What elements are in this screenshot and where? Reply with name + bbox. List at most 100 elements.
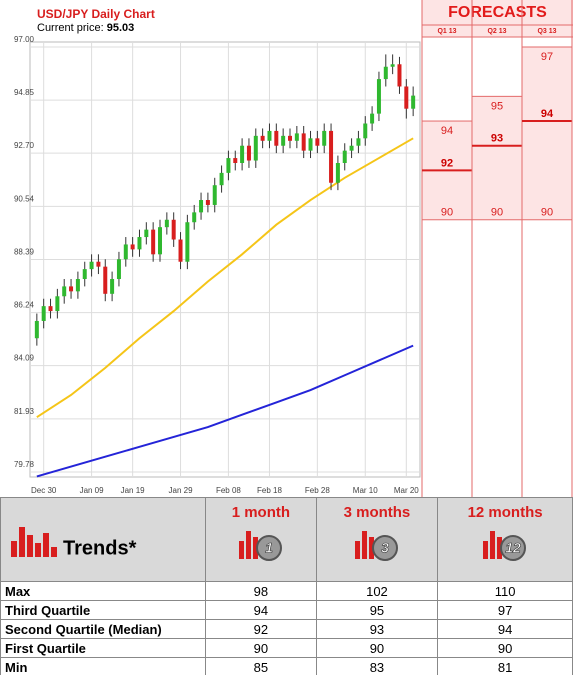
- table-row: Third Quartile 94 95 97: [0, 600, 573, 620]
- candle-body: [34, 320, 39, 339]
- candle-body: [130, 244, 135, 250]
- candle-body: [82, 269, 87, 279]
- candle-body: [383, 66, 388, 80]
- candle-body: [48, 306, 53, 312]
- column-label: 1 month: [231, 504, 291, 521]
- candle-body: [267, 130, 272, 141]
- chart: USD/JPY Daily Chart Current price: 95.03…: [13, 0, 573, 497]
- table-row: Min 85 83 81: [0, 657, 573, 675]
- forecast-low-label: 90: [541, 207, 553, 219]
- row-label: Max: [0, 581, 206, 601]
- candle-body: [246, 145, 251, 161]
- column-header: 1 month 1: [205, 497, 317, 582]
- price-value: 95.03: [107, 22, 135, 34]
- candle-body: [376, 79, 381, 114]
- forecast-median-label: 93: [491, 133, 503, 145]
- column-label: 12 months: [467, 504, 543, 521]
- candle-body: [96, 261, 101, 267]
- candle-body: [226, 158, 231, 173]
- moving-average: [36, 137, 414, 419]
- candle-body: [192, 212, 197, 223]
- candle-body: [123, 244, 128, 260]
- candle-body: [322, 130, 327, 146]
- moving-average: [36, 344, 414, 478]
- candle-body: [335, 162, 340, 183]
- candle-body: [274, 130, 279, 146]
- row-label: First Quartile: [0, 638, 206, 658]
- candle-body: [116, 259, 121, 279]
- candle-body: [137, 237, 142, 250]
- candle-body: [151, 229, 156, 255]
- candle-body: [363, 123, 368, 139]
- table-header: Trends* 1 month 1 3 months 3 12 months 12: [0, 497, 573, 582]
- forecast-header-bg: [422, 0, 573, 37]
- x-tick-label: Jan 19: [121, 486, 146, 495]
- badge-number: 1: [265, 540, 273, 556]
- badge-icon: 1: [238, 531, 282, 561]
- candle-body: [110, 278, 115, 294]
- cell-value: 97: [437, 600, 573, 620]
- cell-value: 92: [205, 619, 317, 639]
- candle-body: [397, 64, 402, 87]
- y-tick-label: 81.93: [14, 407, 35, 416]
- price-caption: Current price:: [37, 22, 104, 34]
- trends-cell: Trends*: [0, 497, 206, 582]
- forecast-high-label: 95: [491, 100, 503, 112]
- badge: 12: [442, 521, 568, 567]
- y-tick-label: 97.00: [14, 35, 35, 44]
- cell-value: 94: [205, 600, 317, 620]
- table-row: Max 98 102 110: [0, 581, 573, 601]
- y-tick-label: 90.54: [14, 195, 35, 204]
- candle-body: [356, 138, 361, 146]
- x-tick-label: Feb 18: [257, 486, 282, 495]
- forecast-range: [521, 46, 573, 221]
- x-tick-label: Mar 10: [353, 486, 378, 495]
- cell-value: 102: [315, 581, 439, 601]
- cell-value: 110: [437, 581, 573, 601]
- candle-body: [103, 266, 108, 294]
- badge-icon: 3: [354, 531, 398, 561]
- candle-body: [144, 229, 149, 238]
- chart-title: USD/JPY Daily Chart: [37, 7, 155, 21]
- cell-value: 95: [315, 600, 439, 620]
- candle-body: [212, 185, 217, 205]
- y-tick-label: 79.78: [14, 460, 35, 469]
- candle-body: [62, 286, 67, 297]
- candle-body: [185, 222, 190, 262]
- cell-value: 98: [205, 581, 317, 601]
- candle-body: [260, 135, 265, 141]
- candle-body: [158, 227, 162, 255]
- candle-body: [233, 158, 238, 163]
- cell-value: 94: [437, 619, 573, 639]
- candle-body: [55, 296, 60, 312]
- candle-body: [205, 200, 210, 205]
- candle-body: [288, 135, 292, 141]
- candle-body: [281, 135, 286, 146]
- candle-body: [178, 239, 183, 262]
- y-tick-label: 92.70: [14, 141, 35, 150]
- badge: 1: [210, 521, 312, 567]
- cell-value: 81: [437, 657, 573, 675]
- row-label: Third Quartile: [0, 600, 206, 620]
- candle-body: [41, 306, 46, 321]
- candle-body: [171, 219, 176, 240]
- row-label: Min: [0, 657, 206, 675]
- candle-body: [370, 113, 375, 124]
- row-label: Second Quartile (Median): [0, 619, 206, 639]
- x-tick-label: Feb 08: [216, 486, 241, 495]
- x-tick-label: Jan 29: [169, 486, 194, 495]
- cell-value: 85: [205, 657, 317, 675]
- candle-body: [342, 150, 347, 163]
- column-header: 3 months 3: [315, 497, 439, 582]
- candle-body: [404, 86, 409, 109]
- badge-icon: 12: [483, 531, 527, 561]
- candle-body: [199, 200, 204, 213]
- table-row: First Quartile 90 90 90: [0, 638, 573, 658]
- candle-body: [240, 145, 245, 163]
- candle-body: [75, 278, 80, 292]
- x-tick-label: Feb 28: [305, 486, 330, 495]
- x-tick-label: Mar 20: [394, 486, 419, 495]
- cell-value: 90: [205, 638, 317, 658]
- forecast-low-label: 90: [441, 207, 453, 219]
